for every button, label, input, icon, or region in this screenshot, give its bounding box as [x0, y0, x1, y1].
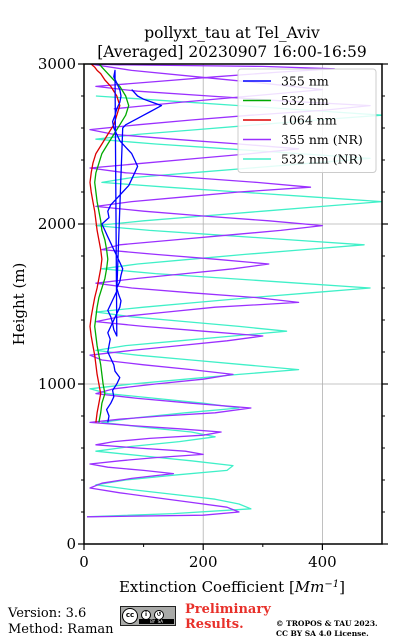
legend-label: 532 nm (NR)	[281, 152, 363, 167]
version-info: Version: 3.6 Method: Raman	[8, 606, 114, 638]
y-axis-label: Height (m)	[10, 263, 28, 346]
legend-label: 532 nm	[281, 93, 329, 108]
version-text: Version: 3.6	[8, 606, 87, 621]
copyright-notice: © TROPOS & TAU 2023. CC BY SA 4.0 Licens…	[276, 619, 378, 638]
legend-box	[237, 68, 377, 173]
legend-label: 355 nm	[281, 74, 329, 89]
chart-title: pollyxt_tau at Tel_Aviv	[144, 24, 320, 42]
x-tick-label: 0	[79, 553, 89, 571]
plot-frame	[83, 63, 383, 545]
y-tick-label: 3000	[38, 55, 76, 73]
x-tick-label: 200	[189, 553, 218, 571]
method-text: Method: Raman	[8, 622, 114, 637]
chart-subtitle: [Averaged] 20230907 16:00-16:59	[97, 43, 367, 61]
legend: 355 nm 532 nm 1064 nm 355 nm (NR) 532 nm (NR…	[237, 68, 377, 173]
legend-label: 355 nm (NR)	[281, 132, 363, 147]
y-tick-label: 2000	[38, 215, 76, 233]
preliminary-notice: Preliminary Results.	[185, 602, 271, 632]
series-line-532-nm	[94, 64, 130, 423]
x-tick-label: 400	[308, 553, 337, 571]
x-axis-label: Extinction Coefficient [Mm−1]	[119, 578, 345, 596]
cc-license-logo: cc i ↺ BY SA	[120, 606, 176, 626]
cc-icon: cc	[122, 608, 138, 624]
y-tick-label: 1000	[38, 375, 76, 393]
legend-label: 1064 nm	[281, 113, 337, 128]
series-line-355-nm	[101, 69, 163, 423]
cc-label-bar: BY SA	[139, 619, 174, 624]
plot-area: 0 200 400 0 1000 2000 3000	[38, 55, 388, 571]
y-tick-label: 0	[66, 535, 76, 553]
axis-ticks: 0 200 400 0 1000 2000 3000	[38, 55, 388, 571]
